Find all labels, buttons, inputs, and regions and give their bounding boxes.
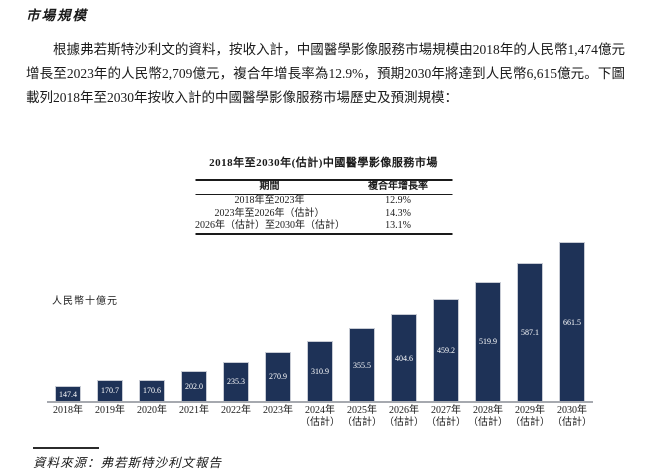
bar-slot: 459.2 (425, 298, 467, 401)
x-axis-year: 2023年 (263, 405, 293, 416)
y-axis-unit-label: 人民幣十億元 (52, 296, 118, 307)
x-axis-year: 2027年 (431, 405, 461, 416)
x-axis-year: 2025年 (347, 405, 377, 416)
bar-value-label: 587.1 (521, 328, 539, 337)
bar-slot: 519.9 (467, 281, 509, 401)
figure-title: 2018年至2030年(估計)中國醫學影像服務市場 (209, 157, 438, 169)
bar-value-label: 235.3 (227, 377, 245, 387)
x-axis-year: 2024年 (305, 405, 335, 416)
bar-slot: 270.9 (257, 351, 299, 401)
x-axis-year: 2018年 (53, 405, 83, 416)
bar-2020年: 170.6 (139, 379, 165, 401)
x-axis-estimate-note: （估計） (342, 417, 382, 428)
bar-2022年: 235.3 (223, 361, 249, 401)
cagr-table: 期間 複合年增長率 2018年至2023年 12.9% 2023年至2026年（估計… (195, 179, 452, 235)
bar-slot: 170.6 (131, 379, 173, 401)
bar-slot: 404.6 (383, 314, 425, 401)
table-row: 2018年至2023年 12.9% (195, 195, 452, 208)
bar-2024年: 310.9 (307, 340, 333, 401)
bar-slot: 587.1 (509, 263, 551, 401)
x-axis-label: 2023年 (257, 405, 299, 429)
bar-2027年: 459.2 (433, 298, 459, 401)
bar-slot: 355.5 (341, 328, 383, 401)
bar-value-label: 170.7 (101, 386, 119, 396)
bar-value-label: 147.4 (59, 389, 77, 399)
bar-slot: 661.5 (551, 242, 593, 401)
bar-value-label: 459.2 (437, 345, 455, 355)
x-axis-label: 2018年 (47, 405, 89, 429)
x-axis-label: 2026年 （估計） (383, 405, 425, 429)
bar-slot: 147.4 (47, 386, 89, 401)
table-cell-period: 2026年（估計）至2030年（估計） (195, 220, 345, 231)
bar-2023年: 270.9 (265, 351, 291, 401)
table-row: 2026年（估計）至2030年（估計） 13.1% (195, 220, 452, 234)
bar-value-label: 355.5 (353, 360, 371, 370)
x-axis-label: 2029年 （估計） (509, 405, 551, 429)
x-axis-year: 2028年 (473, 405, 503, 416)
footnote-rule (33, 447, 99, 449)
x-axis-year: 2019年 (95, 405, 125, 416)
bar-2029年: 587.1 (517, 263, 543, 401)
source-note: 資料來源：弗若斯特沙利文報告 (33, 456, 223, 470)
cagr-table-header: 期間 複合年增長率 (195, 180, 452, 195)
bar-slot: 310.9 (299, 340, 341, 401)
bar-2028年: 519.9 (475, 281, 501, 401)
bar-value-label: 519.9 (479, 337, 497, 347)
x-axis-label: 2022年 (215, 405, 257, 429)
x-axis-year: 2020年 (137, 405, 167, 416)
cagr-table-body: 2018年至2023年 12.9% 2023年至2026年（估計） 14.3% 2026… (195, 195, 452, 234)
table-cell-cagr: 12.9% (385, 195, 411, 206)
table-header-cagr: 複合年增長率 (344, 180, 452, 195)
bar-2021年: 202.0 (181, 371, 207, 401)
bar-2026年: 404.6 (391, 314, 417, 401)
x-axis-estimate-note: （估計） (300, 417, 340, 428)
bar-2030年: 661.5 (559, 242, 585, 401)
table-row: 2023年至2026年（估計） 14.3% (195, 208, 452, 221)
x-axis-year: 2026年 (389, 405, 419, 416)
x-axis-label: 2021年 (173, 405, 215, 429)
table-cell-period: 2023年至2026年（估計） (214, 207, 325, 219)
bar-value-label: 661.5 (563, 317, 581, 327)
x-axis-estimate-note: （估計） (468, 417, 508, 428)
table-cell-period: 2018年至2023年 (234, 195, 305, 206)
x-axis-year: 2021年 (179, 405, 209, 416)
x-axis-estimate-note: （估計） (510, 417, 550, 428)
x-axis-label: 2025年 （估計） (341, 405, 383, 429)
x-axis-estimate-note: （估計） (384, 417, 424, 428)
bar-slot: 202.0 (173, 371, 215, 401)
bar-2019年: 170.7 (97, 379, 123, 401)
x-axis-label: 2019年 (89, 405, 131, 429)
bar-chart-plot-area: 147.4 170.7 170.6 202.0 235.3 270.9 310.9 355.5… (47, 237, 593, 403)
table-cell-cagr: 13.1% (385, 220, 411, 231)
bar-value-label: 404.6 (395, 353, 413, 363)
x-axis-label: 2030年 （估計） (551, 405, 593, 429)
bar-value-label: 270.9 (269, 372, 287, 382)
bar-slot: 235.3 (215, 361, 257, 401)
body-paragraph: 根據弗若斯特沙利文的資料，按收入計，中國醫學影像服務市場規模由2018年的人民幣… (26, 42, 625, 105)
table-header-row: 期間 複合年增長率 (195, 180, 452, 195)
x-axis-year: 2029年 (515, 405, 545, 416)
section-heading: 市場規模 (26, 8, 88, 23)
bar-value-label: 170.6 (143, 386, 161, 396)
x-axis-estimate-note: （估計） (426, 417, 466, 428)
bar-2018年: 147.4 (55, 386, 81, 401)
x-axis-year: 2030年 (557, 405, 587, 416)
table-cell-cagr: 14.3% (385, 207, 411, 219)
x-axis-year: 2022年 (221, 405, 251, 416)
bar-value-label: 310.9 (311, 366, 329, 376)
x-axis-labels: 2018年 2019年 2020年 2021年 2022年 2023年 2024年 （估計） 2… (47, 405, 593, 429)
x-axis-label: 2024年 （估計） (299, 405, 341, 429)
table-header-period: 期間 (195, 180, 345, 195)
x-axis-estimate-note: （估計） (552, 417, 592, 428)
bar-slot: 170.7 (89, 379, 131, 401)
bar-2025年: 355.5 (349, 328, 375, 401)
x-axis-label: 2028年 （估計） (467, 405, 509, 429)
bar-value-label: 202.0 (185, 382, 203, 391)
x-axis-label: 2020年 (131, 405, 173, 429)
x-axis-label: 2027年 （估計） (425, 405, 467, 429)
